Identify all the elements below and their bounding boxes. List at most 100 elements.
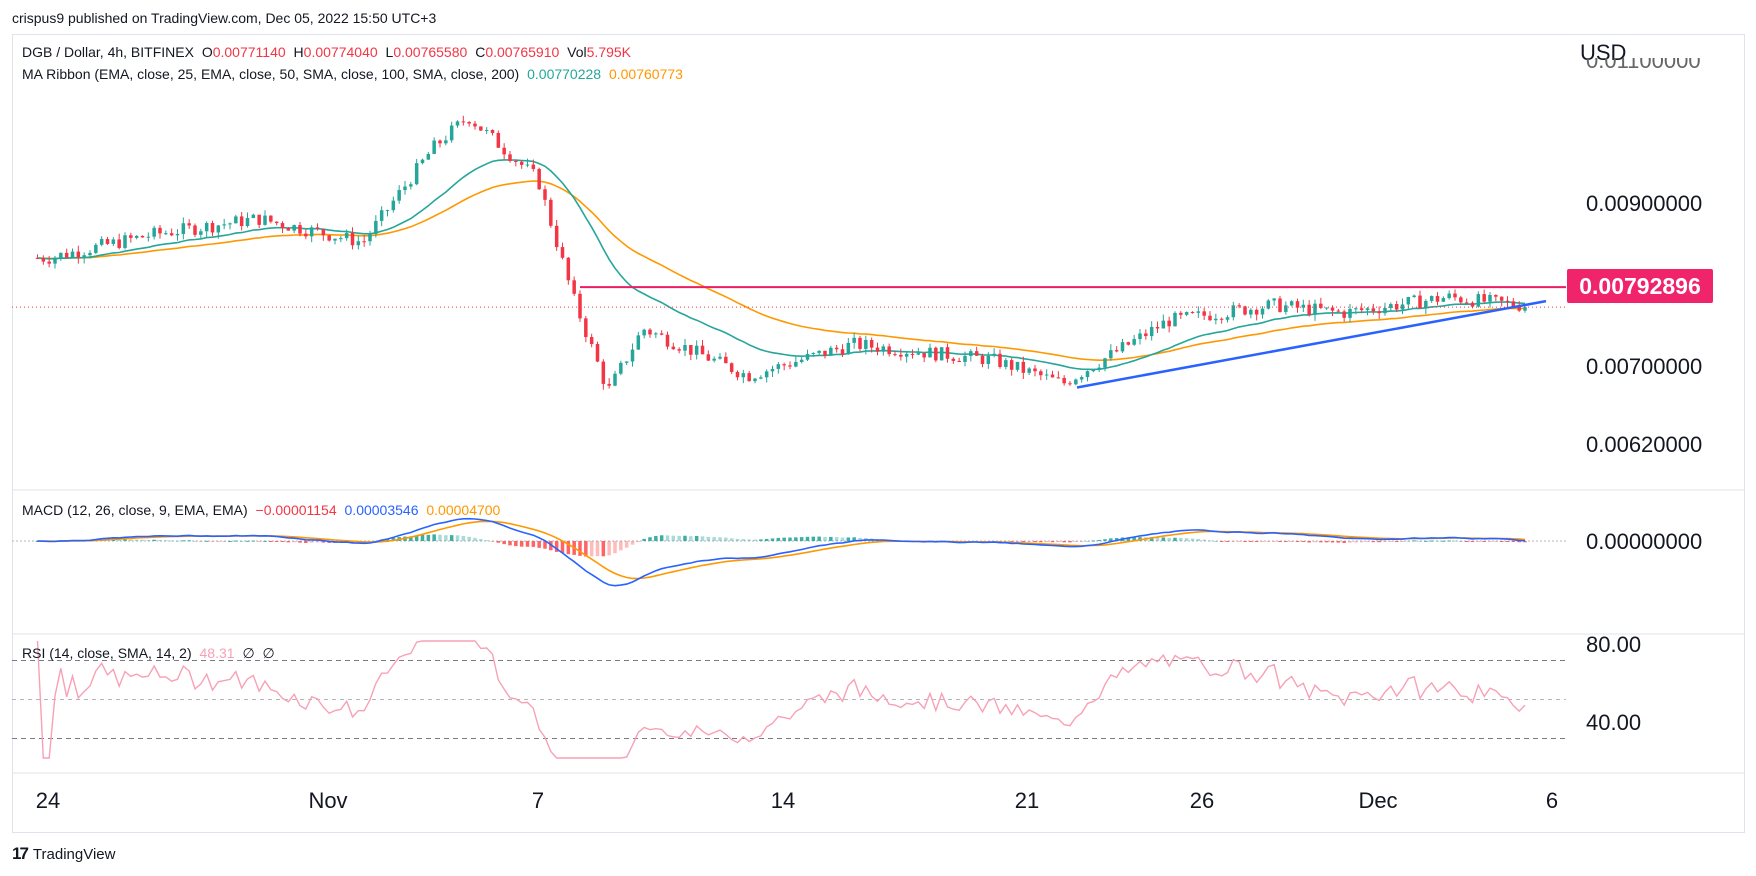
macd-histogram-bar [117,539,121,541]
macd-histogram-bar [1231,541,1236,542]
candle-body [309,227,314,237]
macd-histogram-bar [665,535,670,541]
candle-body [321,228,326,236]
candle-body [525,164,530,166]
candle-body [1237,305,1241,307]
candle-body [304,233,308,237]
candle-body [356,241,361,246]
macd-histogram-bar [1365,541,1370,543]
candle-body [875,347,880,352]
candle-body [986,355,991,365]
candle-body [502,147,506,155]
time-label-6: 6 [1545,788,1559,813]
macd-histogram-bar [712,537,716,541]
macd-histogram-bar [1109,538,1113,541]
macd-histogram-bar [514,541,518,547]
macd-histogram-bar [1243,541,1247,542]
high-value: 0.00774040 [303,44,378,60]
macd-histogram-bar [216,541,221,542]
candle-body [1044,374,1049,376]
candle-body [333,238,337,241]
candle-body [234,216,238,224]
macd-histogram-bar [1429,540,1434,542]
candle-body [1517,306,1521,311]
candle-body [1155,326,1160,329]
candle-body [409,184,413,187]
candle-body [1319,303,1323,308]
macd-histogram-bar [735,538,740,541]
macd-histogram-bar [840,537,845,541]
macd-histogram-bar [1039,541,1043,543]
candle-body [403,186,407,191]
macd-histogram-bar [164,540,168,542]
candle-body [397,190,401,201]
macd-histogram-bar [1278,541,1282,542]
candle-body [887,346,891,355]
candle-body [146,236,151,238]
tradingview-logo[interactable]: 17 TradingView [12,844,115,864]
candle-body [152,227,156,237]
candle-body [1208,315,1212,321]
macd-histogram-bar [228,540,232,542]
candle-body [969,351,973,356]
macd-histogram-bar [169,540,174,542]
candle-body [881,346,886,352]
ema-50-line [37,180,1525,361]
macd-histogram-bar [1394,541,1399,542]
macd-histogram-bar [1074,541,1078,543]
time-label-24: 24 [35,788,61,813]
macd-histogram-bar [519,541,524,547]
ema-25-line [37,159,1526,371]
candle-body [41,258,46,262]
macd-histogram-bar [193,540,197,542]
macd-histogram-bar [1371,541,1376,543]
candle-body [665,334,670,347]
open-value: 0.00771140 [212,44,286,60]
candle-body [834,347,839,350]
macd-histogram-bar [1476,541,1481,542]
candle-body [204,223,209,232]
candle-body [1289,301,1294,306]
candle-body [1447,293,1451,299]
macd-signal-value: 0.00004700 [426,502,501,518]
candle-body [53,257,57,264]
candle-body [385,210,390,212]
candle-body [630,349,635,362]
macd-histogram-bar [1447,540,1451,542]
rsi-legend: RSI (14, close, SMA, 14, 2) 48.31 ∅ ∅ [22,645,279,662]
macd-histogram-bar [508,541,512,546]
macd-histogram-bar [274,541,279,542]
macd-histogram-bar [175,540,180,542]
candle-body [578,293,582,319]
chart-frame [12,34,1745,833]
macd-histogram-bar [677,535,681,541]
candle-body [1138,333,1142,340]
macd-histogram-bar [1173,537,1177,541]
macd-histogram-bar [1161,537,1166,541]
macd-histogram-bar [729,538,734,541]
candle-body [1307,304,1311,315]
price-label-3: 0.00620000 [1586,432,1703,457]
candle-body [269,215,273,222]
macd-histogram-bar [589,541,594,557]
macd-histogram-bar [152,539,156,541]
volume-label: Vol [567,44,587,60]
macd-histogram-bar [1219,541,1224,542]
macd-histogram-bar [1511,541,1516,542]
candle-body [1144,333,1148,337]
macd-histogram-bar [1103,539,1107,541]
candle-body [642,329,646,336]
candle-body [245,218,250,227]
macd-histogram-bar [770,538,775,541]
macd-histogram-bar [1079,541,1084,542]
price-label-1: 0.00900000 [1586,191,1703,216]
candle-body [1079,377,1084,380]
candle-body [257,214,261,225]
macd-histogram-bar [741,539,746,541]
candle-body [362,241,366,243]
macd-histogram-bar [630,541,635,545]
candle-body [134,235,139,238]
candle-body [1284,305,1288,312]
candle-body [537,168,541,190]
